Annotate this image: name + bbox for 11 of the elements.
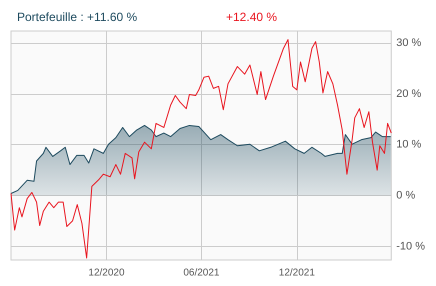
y-tick-label: 30 %	[396, 37, 422, 50]
text: +12.40 %	[226, 10, 278, 24]
y-tick-label: 10 %	[396, 138, 422, 151]
x-tick-label: 12/2021	[278, 268, 316, 278]
y-tick-label: -10 %	[396, 240, 426, 252]
y-tick-label: 20 %	[396, 88, 422, 100]
x-tick-label: 12/2020	[88, 268, 125, 278]
y-tick-label: 0 %	[396, 190, 416, 202]
x-tick-label: 06/2021	[183, 268, 220, 278]
line-series	[10, 39, 392, 258]
text: Portefeuille : +11.60 %	[17, 10, 138, 24]
